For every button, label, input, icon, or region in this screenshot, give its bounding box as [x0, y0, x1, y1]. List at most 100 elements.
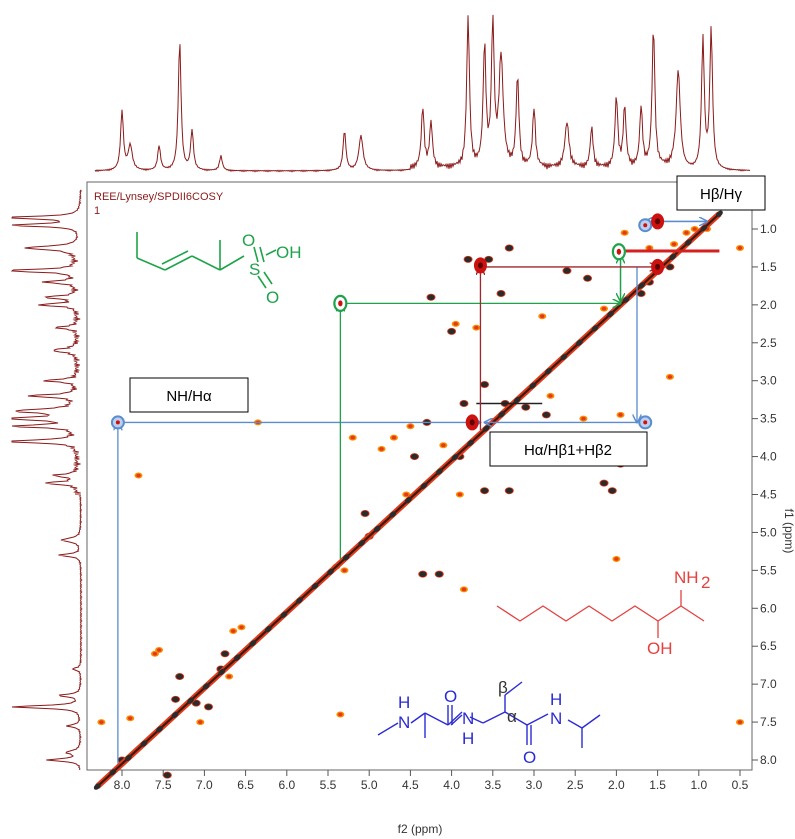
peak-red: [453, 322, 458, 326]
red-struct-oh: OH: [647, 639, 673, 658]
blue-struct-n3: N: [550, 709, 562, 728]
top-1d-spectrum: [94, 14, 751, 173]
diagonal-blob: [607, 310, 614, 318]
x-axis-ticks: 8.0 7.5 7.0 6.5 6.0 5.5 5.0 4.5 4.0 3.5 3.0 2.5 2.0 1…: [114, 770, 749, 792]
blue-struct-h3: H: [550, 690, 562, 709]
diagonal-blob: [544, 368, 552, 375]
peak-dark: [600, 480, 608, 486]
diagonal-blob: [467, 439, 475, 447]
marker-green-core: [616, 248, 622, 255]
peak-red: [601, 306, 607, 311]
peak-dark: [505, 487, 513, 494]
marker-layer: [110, 213, 665, 431]
x-tick-label: 6.0: [278, 778, 295, 792]
peak-dark: [464, 256, 472, 263]
peak-dark: [505, 245, 513, 251]
y-axis-label: f1 (ppm): [782, 509, 795, 554]
diagonal-blob: [498, 411, 506, 418]
diagonal-blob: [202, 683, 210, 690]
diagonal-blob: [249, 640, 257, 647]
dataset-label: REE/Lynsey/SPDII6COSY: [94, 191, 224, 203]
peak-red: [684, 230, 689, 235]
diagonal-blob: [171, 711, 179, 719]
y-tick-label: 2.0: [760, 298, 777, 312]
blue-struct-n1: N: [398, 713, 410, 732]
peak-dark: [480, 487, 489, 494]
diagonal-blob: [638, 282, 646, 289]
diagonal-blob: [156, 726, 163, 733]
peak-dark: [460, 400, 468, 407]
x-tick-label: 7.5: [155, 778, 172, 792]
x-tick-label: 7.0: [196, 778, 213, 792]
x-tick-label: 3.0: [526, 778, 543, 792]
diagonal-blob: [109, 769, 117, 776]
diagonal-blob: [482, 425, 490, 432]
peak-red: [136, 473, 141, 478]
diagonal-layer: [93, 210, 723, 790]
peak-dark: [563, 267, 571, 274]
peak-dark: [204, 704, 213, 710]
diagonal-blob: [404, 496, 412, 504]
peak-dark: [163, 772, 171, 778]
diagonal-blob: [296, 597, 303, 604]
y-tick-label: 3.5: [760, 412, 777, 426]
green-struct-s: S: [249, 260, 260, 279]
diagonal-blob: [420, 482, 428, 490]
peak-red: [540, 314, 545, 319]
peak-red: [404, 492, 409, 497]
peak-red: [239, 625, 244, 630]
peak-red: [391, 435, 397, 440]
peak-red: [128, 716, 133, 721]
peak-dark: [583, 275, 592, 282]
peak-dark: [497, 290, 505, 297]
diagonal-blob: [280, 611, 288, 618]
blue-struct-o1: O: [444, 687, 457, 706]
peak-red: [474, 325, 479, 330]
y-tick-label: 6.0: [760, 601, 777, 615]
left-spectrum-line: [10, 189, 83, 771]
green-struct-o-bottom: O: [266, 288, 279, 307]
peak-dark: [221, 651, 229, 657]
x-tick-label: 0.5: [732, 778, 749, 792]
peak-red: [737, 246, 743, 250]
red-structure: [496, 590, 705, 638]
marker-red-core: [655, 263, 661, 270]
peak-dark: [435, 571, 443, 577]
peak-dark: [171, 696, 180, 703]
diagonal-blob: [575, 339, 583, 346]
peak-dark: [427, 294, 435, 301]
diagonal-blob: [187, 697, 195, 704]
annotation-nh-halpha: NH/Hα: [129, 377, 249, 413]
diagonal-blob: [124, 754, 132, 762]
diagonal-blob: [389, 511, 397, 518]
y-tick-label: 5.0: [760, 525, 777, 539]
green-struct-oh: OH: [276, 243, 302, 262]
y-tick-label: 7.5: [760, 715, 777, 729]
peak-red: [379, 447, 384, 451]
blue-struct-n2: N: [462, 709, 474, 728]
marker-green-core: [338, 300, 343, 307]
diagonal-blob: [591, 325, 599, 332]
x-tick-label: 4.0: [443, 778, 460, 792]
correlation-layer: [118, 221, 720, 764]
blue-struct-beta: β: [498, 678, 508, 697]
marker-red-core: [477, 262, 483, 269]
peak-red: [338, 712, 343, 717]
diagonal-blob: [451, 454, 459, 461]
diagonal-blob: [342, 554, 350, 561]
peak-dark: [542, 412, 550, 418]
peak-dark: [637, 290, 645, 297]
peak-red: [441, 443, 446, 447]
x-tick-label: 4.5: [402, 778, 419, 792]
marker-blue-core: [643, 223, 648, 228]
x-tick-label: 5.5: [320, 778, 337, 792]
red-struct-nh: NH: [674, 568, 699, 587]
peak-red: [461, 587, 467, 592]
x-tick-label: 5.0: [361, 778, 378, 792]
x-tick-label: 3.5: [484, 778, 501, 792]
peak-dark: [192, 700, 200, 706]
x-axis-label: f2 (ppm): [398, 822, 443, 836]
diagonal-blob: [669, 253, 677, 260]
y-tick-label: 5.5: [760, 563, 777, 577]
